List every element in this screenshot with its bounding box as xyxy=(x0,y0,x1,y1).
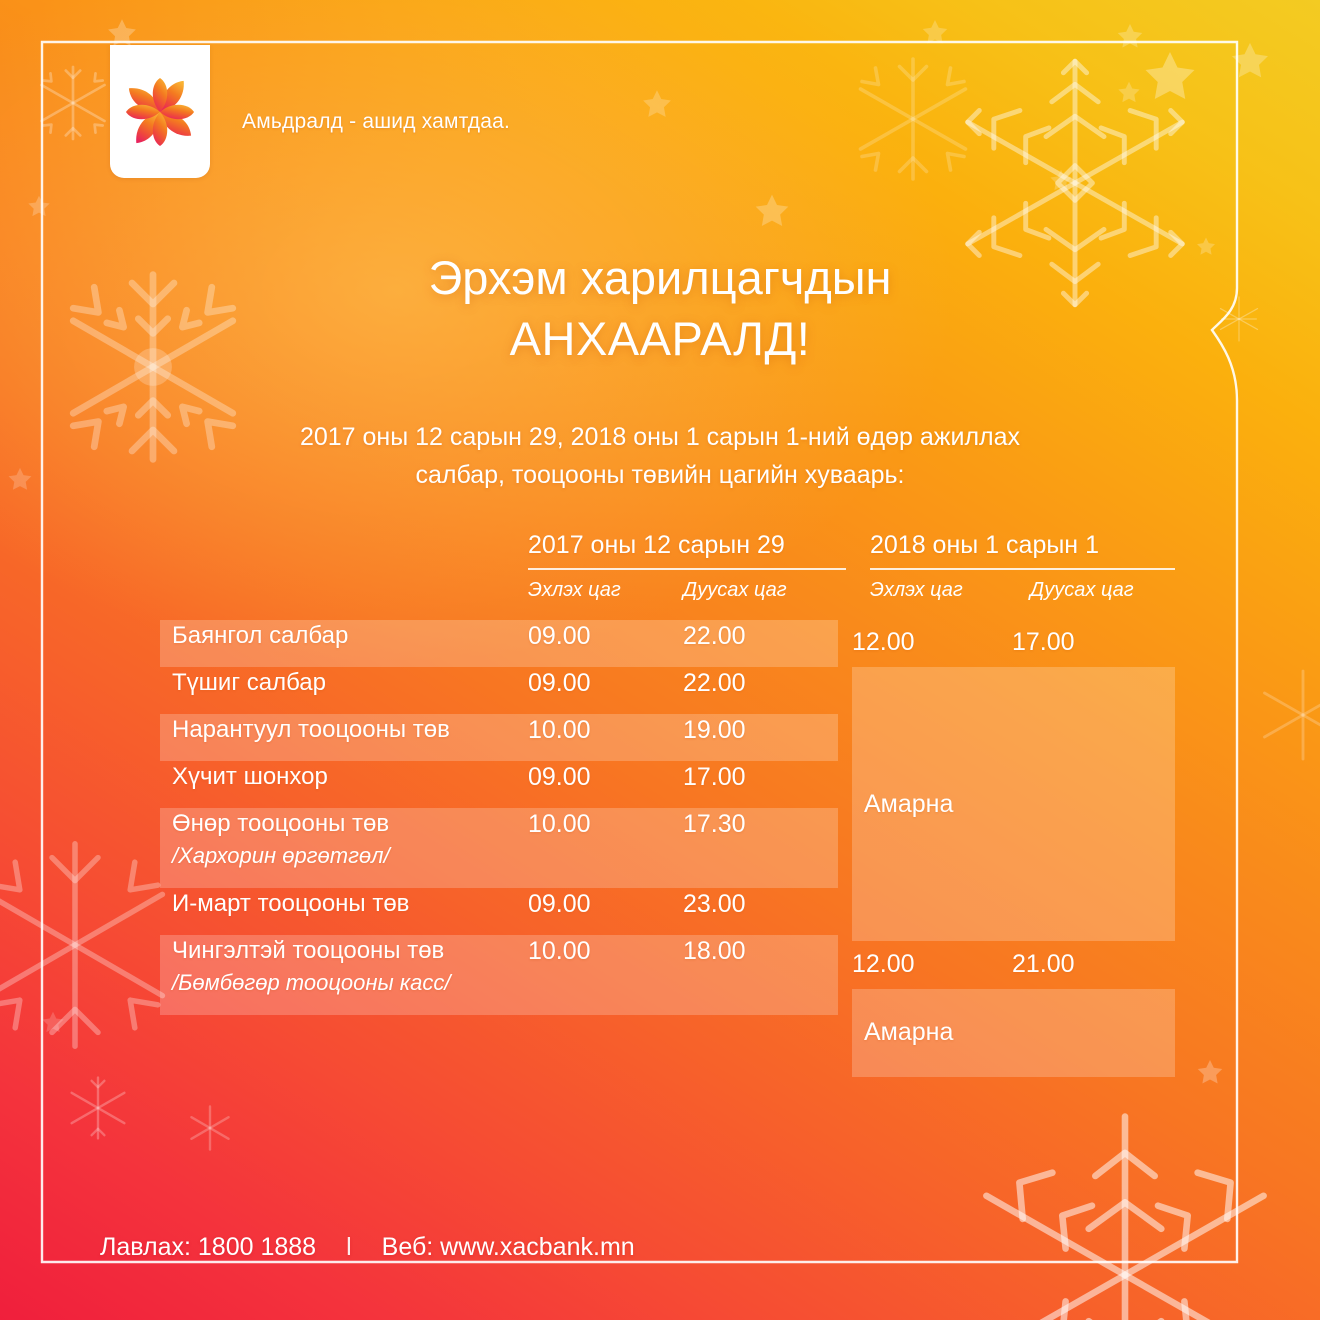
subheader-end-time: Дуусах цаг xyxy=(683,579,787,601)
table-row: Нарантуул тооцооны төв 10.00 19.00 xyxy=(160,714,1175,761)
table-header: 2017 оны 12 сарын 29 Эхлэх цаг Дуусах ца… xyxy=(160,528,1175,620)
start-time-2017: 10.00 xyxy=(528,810,591,838)
start-time-2017: 09.00 xyxy=(528,763,591,791)
table-row: Түшиг салбар 09.00 22.00 xyxy=(160,667,1175,714)
star-icon xyxy=(755,194,789,226)
header-divider xyxy=(528,568,846,570)
column-group-2018: 2018 оны 1 сарын 1 Эхлэх цаг Дуусах цаг xyxy=(870,528,1175,602)
row-band xyxy=(160,714,838,761)
footer-separator: l xyxy=(346,1233,352,1261)
star-icon xyxy=(1118,81,1140,103)
snowflake-icon xyxy=(858,57,968,181)
group-title: 2017 оны 12 сарын 29 xyxy=(528,531,785,559)
end-time-2018: 21.00 xyxy=(1012,950,1075,978)
start-time-2017: 10.00 xyxy=(528,716,591,744)
star-icon xyxy=(1050,169,1072,191)
branch-name: Баянгол салбар xyxy=(172,622,349,649)
logo-card xyxy=(110,45,210,178)
start-time-2017: 09.00 xyxy=(528,669,591,697)
end-time-2017: 17.30 xyxy=(683,810,746,838)
brand-tagline: Амьдралд - ашид хамтдаа. xyxy=(242,110,511,133)
subheader-start-time: Эхлэх цаг xyxy=(528,579,621,601)
row-band xyxy=(160,808,838,888)
start-time-2017: 09.00 xyxy=(528,890,591,918)
group-title: 2018 оны 1 сарын 1 xyxy=(870,531,1099,559)
snowflake-icon xyxy=(40,65,106,141)
table-row: Өнөр тооцооны төв /Хархорин өргөтгөл/ 10… xyxy=(160,808,1175,888)
table-row: Хүчит шонхор 09.00 17.00 xyxy=(160,761,1175,808)
star-icon xyxy=(42,1011,64,1033)
star-icon xyxy=(922,20,948,44)
times-2018-row-6: 12.00 21.00 xyxy=(852,948,1075,980)
row-band xyxy=(160,620,838,667)
table-row: Чингэлтэй тооцооны төв /Бөмбөгөр тооцоон… xyxy=(160,935,1175,1015)
title-line-1: Эрхэм харилцагчдын xyxy=(428,251,892,304)
subtitle-line-2: салбар, тооцооны төвийн цагийн хуваарь: xyxy=(415,461,905,489)
table-body: Баянгол салбар 09.00 22.00 12.00 17.00 Т… xyxy=(160,620,1175,1077)
web-label: Веб: www.xacbank.mn xyxy=(381,1233,635,1261)
star-icon xyxy=(1145,52,1195,99)
snowflake-icon xyxy=(983,1113,1267,1320)
end-time-2017: 22.00 xyxy=(683,669,746,697)
star-icon xyxy=(1232,42,1268,78)
row-band xyxy=(160,935,838,1015)
xacbank-flower-logo-icon xyxy=(125,77,195,146)
snowflake-icon xyxy=(1263,669,1320,761)
end-time-2017: 17.00 xyxy=(683,763,746,791)
subheader-start-time: Эхлэх цаг xyxy=(870,579,963,601)
brand-header: Амьдралд - ашид хамтдаа. xyxy=(110,45,510,178)
end-time-2018: 17.00 xyxy=(1012,628,1075,656)
subheader-end-time: Дуусах цаг xyxy=(1030,579,1134,601)
schedule-table: 2017 оны 12 сарын 29 Эхлэх цаг Дуусах ца… xyxy=(160,528,1175,1077)
closed-label-short: Амарна xyxy=(864,1018,954,1046)
branch-name: Өнөр тооцооны төв /Хархорин өргөтгөл/ xyxy=(160,808,528,872)
closed-label-long: Амарна xyxy=(864,790,954,818)
table-row: И-март тооцооны төв 09.00 23.00 xyxy=(160,888,1175,935)
footer-contact: Лавлах: 1800 1888 l Веб: www.xacbank.mn xyxy=(100,1233,635,1262)
branch-name: И-март тооцооны төв xyxy=(172,890,410,917)
times-2018-row-1: 12.00 17.00 xyxy=(852,626,1075,658)
start-time-2017: 10.00 xyxy=(528,937,591,965)
end-time-2017: 22.00 xyxy=(683,622,746,650)
end-time-2017: 19.00 xyxy=(683,716,746,744)
branch-name: Чингэлтэй тооцооны төв /Бөмбөгөр тооцоон… xyxy=(160,935,528,999)
table-row: Баянгол салбар 09.00 22.00 xyxy=(160,620,1175,667)
phone-label: Лавлах: 1800 1888 xyxy=(100,1233,317,1261)
snowflake-icon xyxy=(190,1105,230,1151)
subtitle-line-1: 2017 оны 12 сарын 29, 2018 оны 1 сарын 1… xyxy=(299,423,1021,451)
start-time-2018: 12.00 xyxy=(852,950,915,978)
star-icon xyxy=(643,90,671,117)
star-icon xyxy=(1197,1060,1223,1084)
start-time-2018: 12.00 xyxy=(852,628,915,656)
branch-name: Нарантуул тооцооны төв xyxy=(172,716,450,743)
branch-name: Хүчит шонхор xyxy=(172,763,328,790)
start-time-2017: 09.00 xyxy=(528,622,591,650)
branch-name: Түшиг салбар xyxy=(172,669,326,696)
end-time-2017: 23.00 xyxy=(683,890,746,918)
title-line-2: АНХААРАЛД! xyxy=(509,312,811,365)
star-icon xyxy=(1117,24,1143,48)
page-title: Эрхэм харилцагчдын АНХААРАЛД! xyxy=(0,248,1320,370)
column-group-2017: 2017 оны 12 сарын 29 Эхлэх цаг Дуусах ца… xyxy=(528,528,846,602)
branch-subname: /Бөмбөгөр тооцооны касс/ xyxy=(172,970,451,995)
star-icon xyxy=(28,195,50,217)
subtitle: 2017 оны 12 сарын 29, 2018 оны 1 сарын 1… xyxy=(0,418,1320,494)
end-time-2017: 18.00 xyxy=(683,937,746,965)
header-divider xyxy=(870,568,1175,570)
snowflake-icon xyxy=(70,1076,126,1140)
branch-subname: /Хархорин өргөтгөл/ xyxy=(172,843,390,868)
